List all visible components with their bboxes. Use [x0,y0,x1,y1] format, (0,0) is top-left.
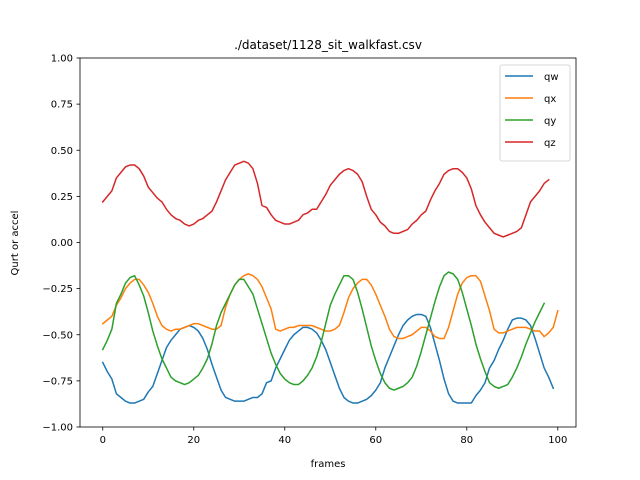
x-axis-label: frames [311,459,346,470]
x-tick-label: 60 [369,435,382,446]
legend-label-qz: qz [544,138,556,149]
series-line-qy [101,271,546,391]
y-tick-label: −0.25 [42,284,73,295]
y-tick-label: 0.75 [51,100,73,111]
x-tick-label: 80 [460,435,473,446]
series-line-qx [101,273,559,340]
x-tick-label: 40 [278,435,291,446]
y-tick-label: 0.25 [51,192,73,203]
chart-title: ./dataset/1128_sit_walkfast.csv [234,38,422,52]
legend-label-qx: qx [544,94,556,105]
plot-area [79,57,577,428]
y-tick-label: −0.50 [42,330,73,341]
legend-label-qy: qy [544,116,556,127]
x-tick-label: 100 [548,435,567,446]
series-line-qw [101,313,555,404]
series-line-qz [101,160,550,238]
legend-frame [499,64,571,162]
y-tick-label: 0.50 [51,146,73,157]
x-axis: 0 20 40 60 80 100 [100,427,567,446]
y-tick-label: −1.00 [42,423,73,434]
x-tick-label: 0 [100,435,106,446]
y-axis: −1.00 −0.75 −0.50 −0.25 0.00 0.25 0.50 0.75 1.00 [42,54,80,434]
y-tick-label: −0.75 [42,376,73,387]
y-tick-label: 0.00 [51,238,73,249]
legend-label-qw: qw [544,72,559,83]
y-axis-label: Qurt or accel [10,211,21,276]
legend: qw qx qy qz [499,64,571,162]
y-tick-label: 1.00 [51,54,73,65]
x-tick-label: 20 [187,435,200,446]
